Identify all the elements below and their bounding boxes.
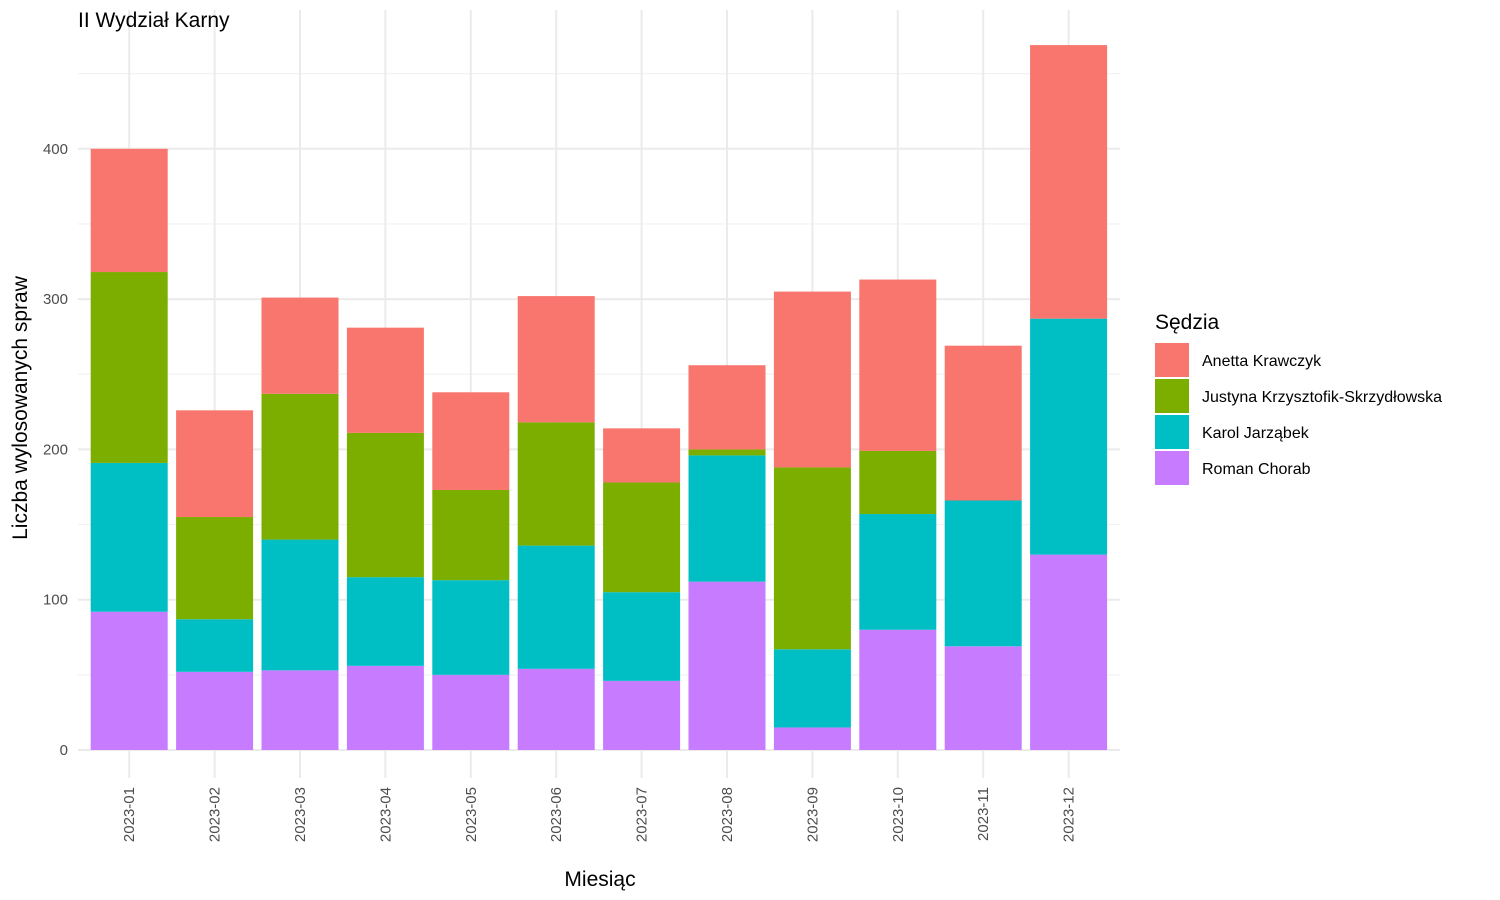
legend: Sędzia Anetta Krawczyk Justyna Krzysztofi… xyxy=(1155,311,1442,485)
legend-swatch xyxy=(1155,415,1189,449)
x-tick-label: 2023-06 xyxy=(548,787,565,842)
bar-segment xyxy=(603,680,681,750)
bar-segment xyxy=(859,629,937,750)
bar-segment xyxy=(176,619,254,672)
bar-segment xyxy=(517,296,595,423)
bar-segment xyxy=(603,482,681,593)
bar-segment xyxy=(603,592,681,681)
bar-segment xyxy=(859,279,937,451)
x-tick-label: 2023-09 xyxy=(804,787,821,842)
bar-segment xyxy=(432,674,510,750)
x-tick-label: 2023-03 xyxy=(292,787,309,842)
legend-label: Karol Jarząbek xyxy=(1202,425,1310,442)
x-tick-label: 2023-01 xyxy=(121,787,138,842)
bar-segment xyxy=(261,670,339,750)
bar-segment xyxy=(432,392,510,490)
x-tick-label: 2023-10 xyxy=(890,787,907,842)
x-tick-label: 2023-04 xyxy=(377,787,394,842)
bar-segment xyxy=(944,345,1022,501)
bar-segment xyxy=(688,581,766,750)
bar-segment xyxy=(859,514,937,630)
bar-segment xyxy=(176,517,254,620)
bar-segment xyxy=(346,665,424,750)
legend-swatch xyxy=(1155,451,1189,485)
x-tick-label: 2023-08 xyxy=(719,787,736,842)
x-axis-ticks: 2023-01 2023-02 2023-03 2023-04 2023-05 2023-… xyxy=(121,787,1077,842)
legend-swatch xyxy=(1155,343,1189,377)
bar-segment xyxy=(859,450,937,515)
x-tick-label: 2023-11 xyxy=(975,787,992,841)
x-tick-label: 2023-07 xyxy=(634,787,651,842)
bar-segment xyxy=(432,580,510,675)
legend-label: Anetta Krawczyk xyxy=(1202,353,1322,370)
bar-segment xyxy=(346,432,424,578)
legend-label: Roman Chorab xyxy=(1202,461,1311,478)
x-tick-label: 2023-05 xyxy=(463,787,480,842)
y-tick-label: 0 xyxy=(60,742,68,759)
bar-segment xyxy=(90,462,168,612)
x-tick-label: 2023-12 xyxy=(1061,787,1078,842)
legend-items: Anetta Krawczyk Justyna Krzysztofik-Skrzy… xyxy=(1155,343,1442,485)
bar-segment xyxy=(90,611,168,750)
bar-segment xyxy=(90,148,168,273)
chart-title: II Wydział Karny xyxy=(78,9,230,32)
x-tick-label: 2023-02 xyxy=(207,787,224,842)
y-tick-label: 400 xyxy=(43,141,68,158)
legend-swatch xyxy=(1155,379,1189,413)
bar-segment xyxy=(517,422,595,546)
bar-segment xyxy=(176,671,254,750)
bar-segment xyxy=(688,365,766,450)
legend-label: Justyna Krzysztofik-Skrzydłowska xyxy=(1202,389,1442,406)
y-tick-label: 300 xyxy=(43,291,68,308)
bar-segment xyxy=(517,545,595,669)
bar-segment xyxy=(773,727,851,750)
bar-segment xyxy=(261,297,339,394)
bar-segment xyxy=(517,668,595,750)
bar-segment xyxy=(773,291,851,468)
bar-segment xyxy=(261,393,339,540)
bar-segment xyxy=(346,327,424,433)
y-tick-label: 100 xyxy=(43,592,68,609)
bar-segment xyxy=(346,577,424,666)
bar-segment xyxy=(90,272,168,463)
bar-segment xyxy=(773,649,851,728)
bars xyxy=(90,45,1108,750)
bar-segment xyxy=(603,428,681,483)
bar-segment xyxy=(1030,45,1108,319)
bar-segment xyxy=(944,500,1022,647)
x-axis-title: Miesiąc xyxy=(564,868,635,891)
y-tick-label: 200 xyxy=(43,441,68,458)
bar-segment xyxy=(944,646,1022,750)
bar-segment xyxy=(1030,554,1108,750)
bar-segment xyxy=(688,449,766,456)
bar-segment xyxy=(432,489,510,581)
bar-segment xyxy=(688,455,766,582)
y-axis-title: Liczba wylosowanych spraw xyxy=(9,275,32,540)
y-axis-ticks: 0 100 200 300 400 xyxy=(43,141,68,759)
bar-segment xyxy=(176,410,254,518)
legend-title: Sędzia xyxy=(1155,311,1220,334)
bar-segment xyxy=(1030,318,1108,555)
bar-segment xyxy=(261,539,339,671)
bar-segment xyxy=(773,467,851,650)
